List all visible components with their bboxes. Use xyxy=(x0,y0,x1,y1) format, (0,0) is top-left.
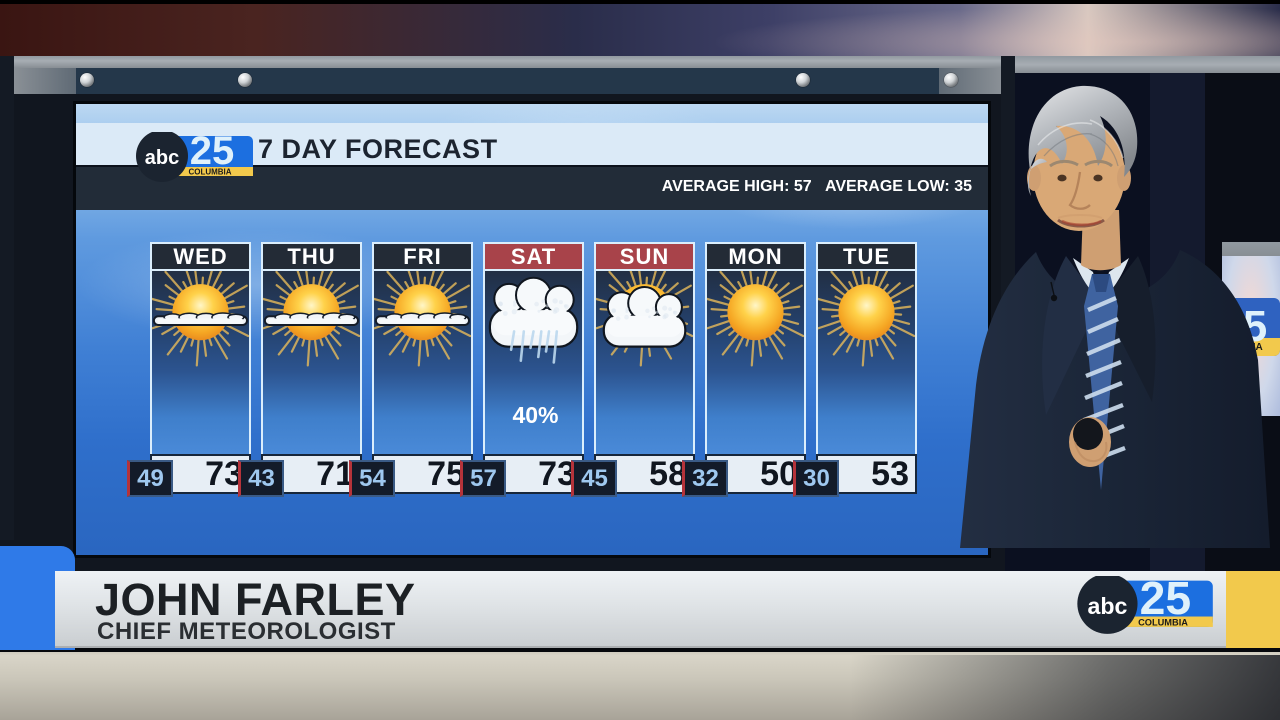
svg-text:abc: abc xyxy=(1088,593,1128,619)
svg-text:abc: abc xyxy=(145,147,179,169)
svg-text:COLUMBIA: COLUMBIA xyxy=(188,168,231,177)
svg-text:COLUMBIA: COLUMBIA xyxy=(1138,617,1188,627)
